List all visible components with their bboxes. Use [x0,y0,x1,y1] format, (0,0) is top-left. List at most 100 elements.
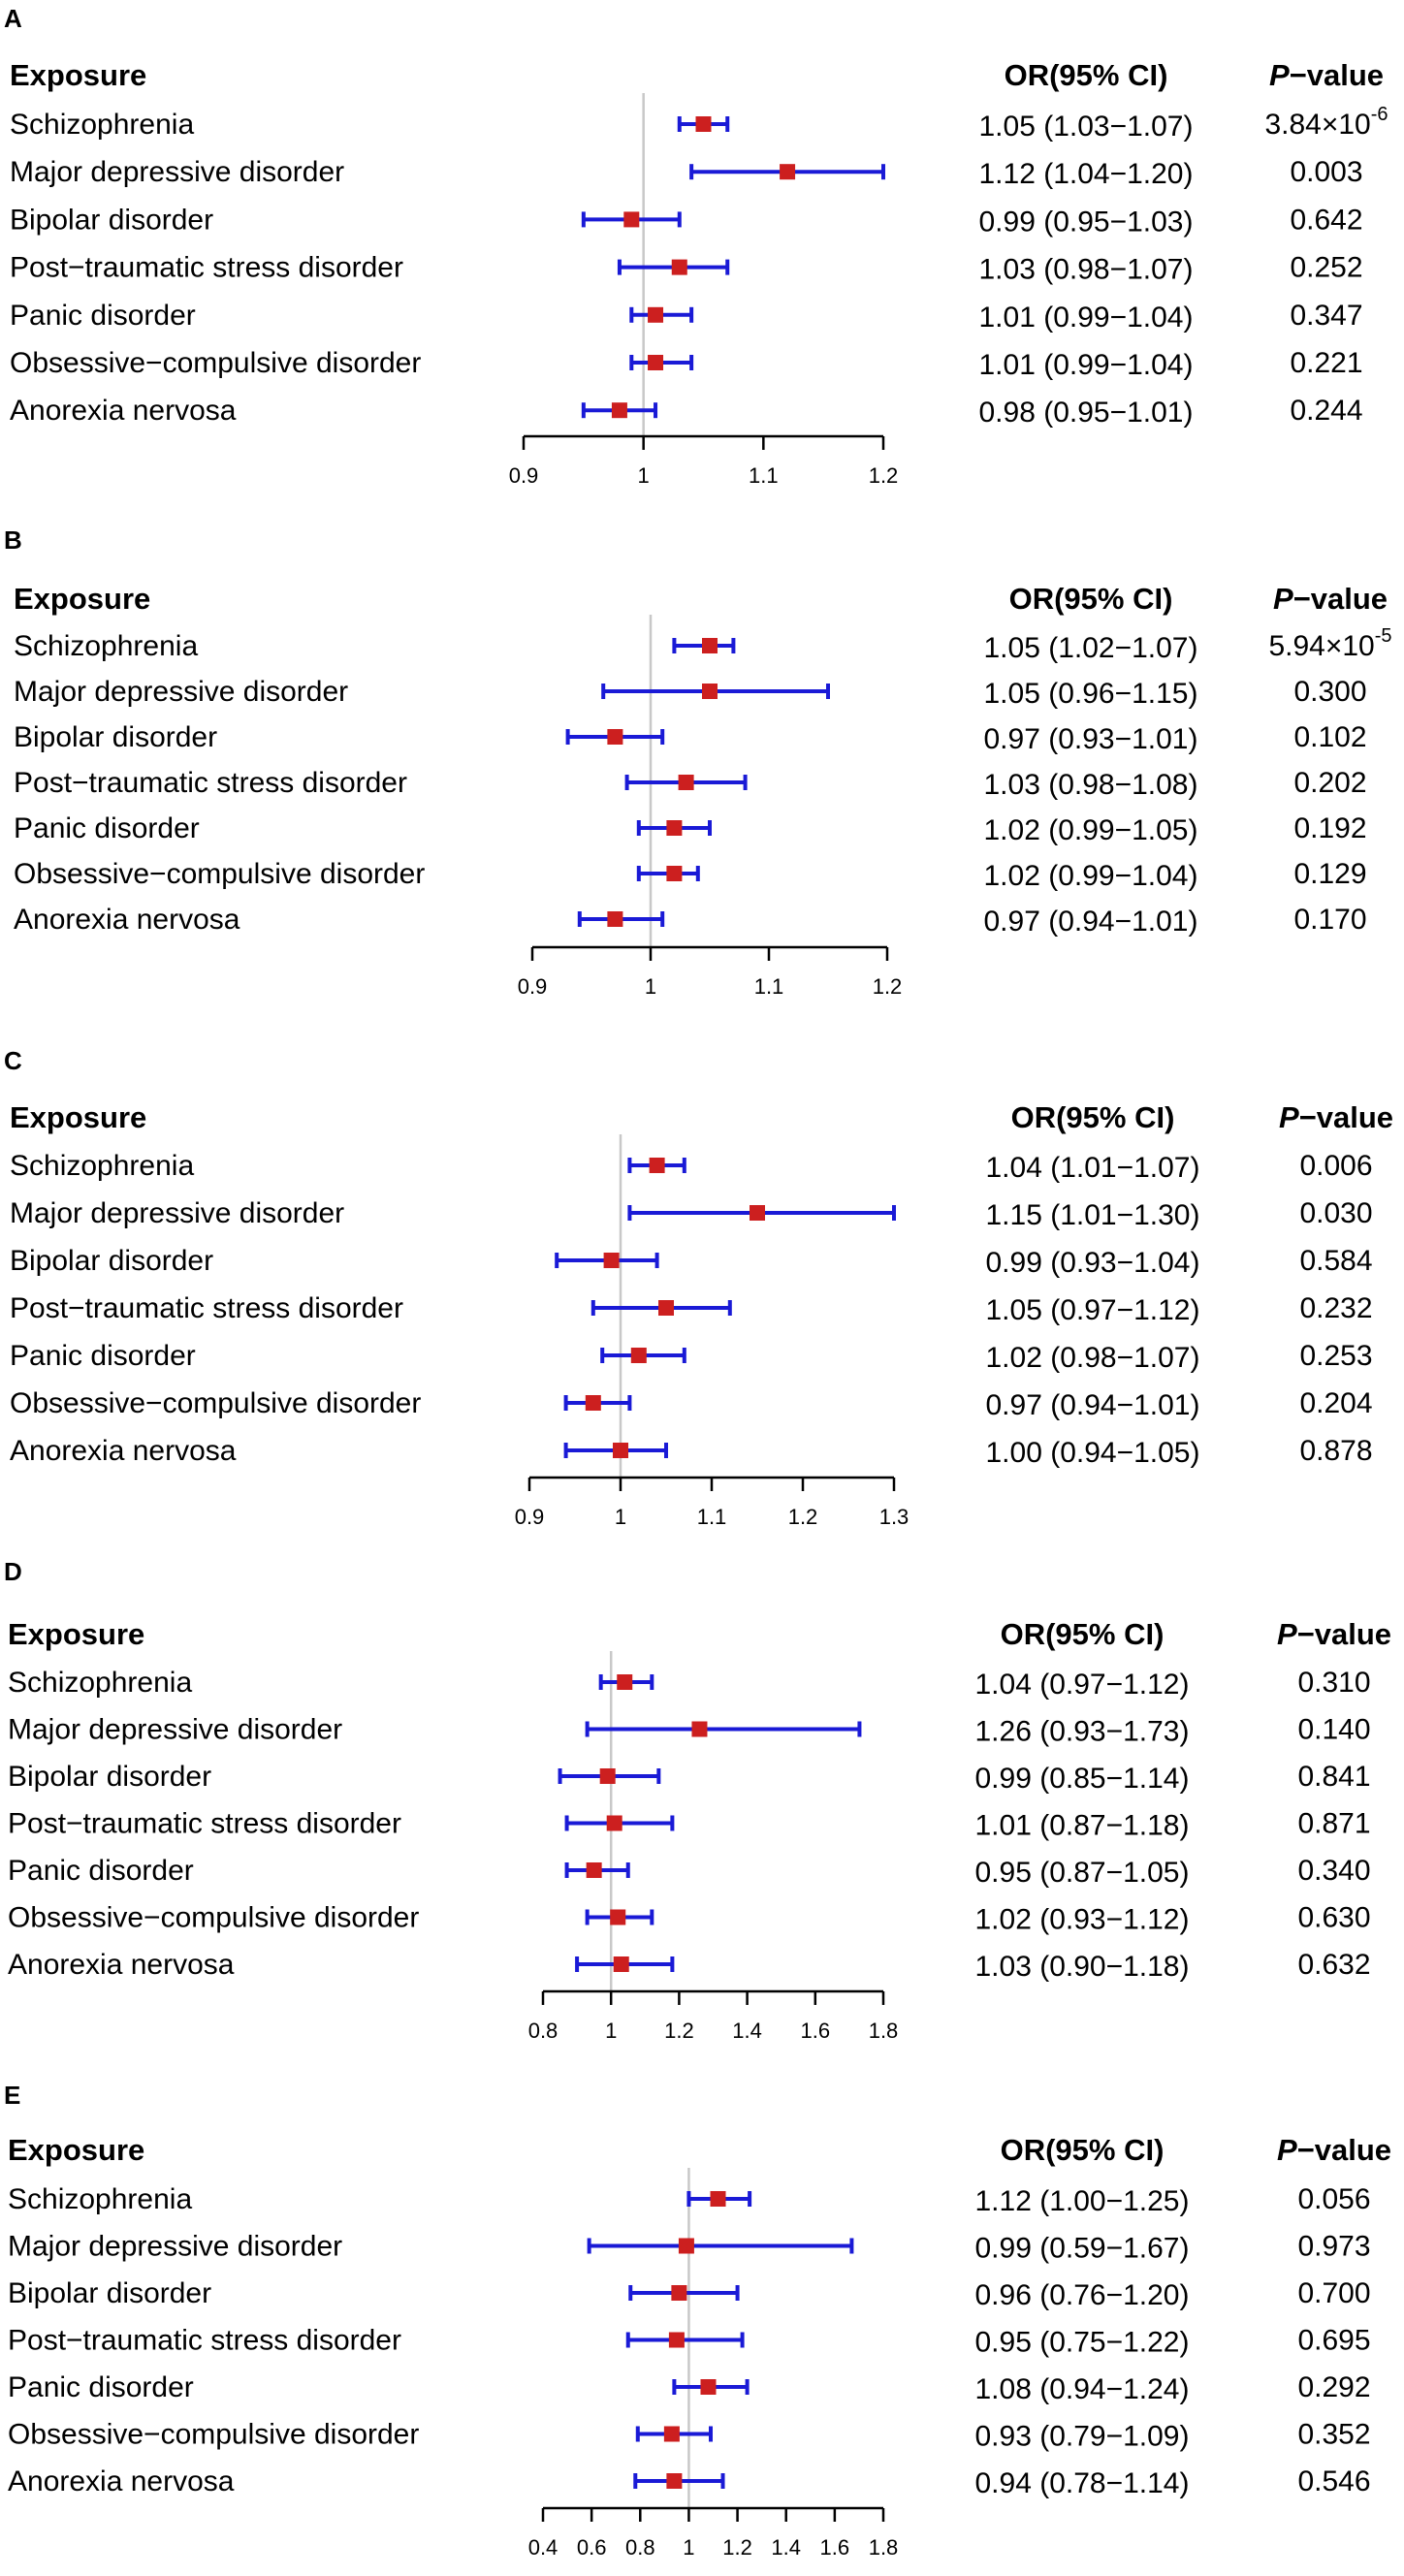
panel-d-letter: D [4,1557,22,1586]
panel-d-row-pvalue: 0.841 [1297,1761,1370,1793]
panel-e-header-pvalue: P−value [1277,2133,1391,2167]
panel-c-letter: C [4,1046,22,1075]
panel-a-header-p-italic: P [1269,58,1290,92]
panel-a-point-estimate [611,402,627,419]
panel-a-row-or-ci: 1.05 (1.03−1.07) [978,111,1193,143]
panel-b-header-p-rest: −value [1293,582,1388,616]
panel-c-row-pvalue: 0.584 [1299,1245,1372,1277]
panel-e-point-estimate [666,2473,683,2489]
panel-e-point-estimate [671,2285,687,2301]
panel-a-x-tick-label: 1.2 [869,463,899,488]
panel-b-row-exposure: Schizophrenia [14,630,198,662]
panel-a-row-exposure: Post−traumatic stress disorder [10,252,403,284]
panel-b-row-pvalue: 0.170 [1293,904,1366,936]
panel-d-row-pvalue: 0.340 [1297,1855,1370,1887]
panel-e-x-tick-label: 1.8 [869,2535,899,2560]
panel-b-row-pvalue: 0.300 [1293,676,1366,708]
panel-c-row-exposure: Anorexia nervosa [10,1435,237,1467]
panel-e-row-or-ci: 0.93 (0.79−1.09) [974,2421,1189,2453]
panel-b-point-estimate [666,820,683,836]
panel-d-row-exposure: Major depressive disorder [8,1714,342,1746]
panel-a-row-pvalue: 0.252 [1290,252,1362,284]
panel-e-row-or-ci: 1.08 (0.94−1.24) [974,2373,1189,2405]
panel-a-row-or-ci: 1.03 (0.98−1.07) [978,254,1193,286]
panel-a-header-exposure: Exposure [10,58,146,92]
panel-d-row-exposure: Schizophrenia [8,1667,192,1699]
panel-c-row-pvalue: 0.232 [1299,1292,1372,1324]
panel-a-row-or-ci: 1.12 (1.04−1.20) [978,158,1193,190]
panel-b-row-exposure: Bipolar disorder [14,721,217,753]
panel-c-row-or-ci: 0.97 (0.94−1.01) [985,1389,1199,1421]
panel-e-row-pvalue: 0.352 [1297,2419,1370,2451]
panel-e-row-or-ci: 0.96 (0.76−1.20) [974,2279,1189,2311]
panel-b-row-pvalue-exponent: -5 [1375,625,1392,647]
panel-e-row-or-ci: 0.94 (0.78−1.14) [974,2467,1189,2499]
panel-d-row-exposure: Anorexia nervosa [8,1949,235,1981]
panel-e-row-exposure: Post−traumatic stress disorder [8,2325,401,2357]
panel-a-row-or-ci: 1.01 (0.99−1.04) [978,302,1193,334]
panel-a-point-estimate [623,211,640,228]
panel-e-x-tick-label: 1.6 [820,2535,850,2560]
panel-e-point-estimate [700,2379,717,2395]
panel-d-row-pvalue: 0.630 [1297,1902,1370,1934]
panel-b-row-exposure: Anorexia nervosa [14,904,240,936]
panel-d-x-tick-label: 1.8 [869,2019,899,2043]
panel-b-x-tick-label: 1.2 [873,974,903,999]
panel-c-point-estimate [585,1395,601,1411]
panel-a-x-tick-label: 1 [638,463,650,488]
panel-a-row-pvalue: 0.003 [1290,156,1362,188]
panel-b-row-or-ci: 1.03 (0.98−1.08) [983,769,1197,801]
panel-a-row-exposure: Panic disorder [10,300,196,332]
panel-a-row-exposure: Bipolar disorder [10,204,213,236]
panel-b-header-p-italic: P [1273,582,1293,616]
panel-a-row-pvalue: 0.244 [1290,395,1362,427]
panel-b-row-or-ci: 0.97 (0.94−1.01) [983,906,1197,938]
panel-e-row-exposure: Panic disorder [8,2371,194,2403]
panel-b-row-pvalue: 0.192 [1293,812,1366,844]
panel-c-row-exposure: Schizophrenia [10,1150,194,1182]
panel-b-point-estimate [607,729,623,745]
panel-a-row-exposure: Obsessive−compulsive disorder [10,347,421,379]
panel-a-point-estimate [648,306,664,323]
panel-b-point-estimate [666,866,683,881]
panel-b-row-pvalue: 5.94×10-5 [1268,625,1391,662]
panel-b-x-tick-label: 1.1 [754,974,784,999]
panel-e-x-tick-label: 0.6 [577,2535,607,2560]
panel-a-row-exposure: Major depressive disorder [10,156,344,188]
panel-e-row-or-ci: 0.99 (0.59−1.67) [974,2233,1189,2265]
panel-a-header-pvalue: P−value [1269,58,1384,92]
panel-d-x-tick-label: 0.8 [528,2019,558,2043]
panel-d-row-pvalue: 0.632 [1297,1949,1370,1981]
panel-b-header-or: OR(95% CI) [1009,582,1173,616]
panel-c-row-exposure: Post−traumatic stress disorder [10,1292,403,1324]
panel-e-header-or: OR(95% CI) [1001,2133,1165,2167]
panel-e-x-tick-label: 1.2 [722,2535,752,2560]
panel-e-row-pvalue: 0.056 [1297,2183,1370,2215]
panel-d-row-or-ci: 0.95 (0.87−1.05) [974,1857,1189,1889]
panel-e-header-exposure: Exposure [8,2133,144,2167]
panel-a-row-or-ci: 1.01 (0.99−1.04) [978,349,1193,381]
panel-d-row-exposure: Obsessive−compulsive disorder [8,1902,419,1934]
panel-c-point-estimate [613,1443,628,1458]
panel-c-header-exposure: Exposure [10,1100,146,1134]
panel-c-row-exposure: Major depressive disorder [10,1197,344,1229]
panel-a-row-or-ci: 0.99 (0.95−1.03) [978,206,1193,238]
panel-e-point-estimate [663,2426,680,2442]
panel-c-row-pvalue: 0.030 [1299,1197,1372,1229]
panel-b-row-exposure: Obsessive−compulsive disorder [14,858,425,890]
panel-c-row-or-ci: 0.99 (0.93−1.04) [985,1247,1199,1279]
panel-b-row-or-ci: 1.05 (0.96−1.15) [983,678,1197,710]
panel-b-row-exposure: Post−traumatic stress disorder [14,767,407,799]
panel-e-x-tick-label: 1 [683,2535,694,2560]
panel-c-point-estimate [649,1158,665,1173]
panel-e-point-estimate [668,2332,685,2348]
panel-d-row-exposure: Post−traumatic stress disorder [8,1808,401,1840]
panel-a-point-estimate [780,164,796,180]
panel-a-row-exposure: Anorexia nervosa [10,395,237,427]
panel-a-x-tick-label: 1.1 [749,463,779,488]
panel-b-header-exposure: Exposure [14,582,150,616]
panel-e-row-or-ci: 1.12 (1.00−1.25) [974,2185,1189,2217]
panel-d-point-estimate [599,1768,616,1784]
panel-a-row-exposure: Schizophrenia [10,109,194,141]
